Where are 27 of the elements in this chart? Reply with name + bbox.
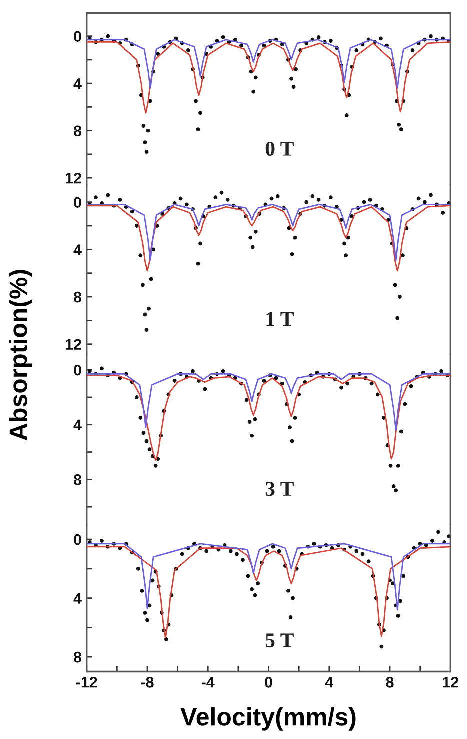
- annotation: 5 T: [266, 634, 294, 648]
- y-tick-label: 0: [74, 197, 82, 208]
- annotation: 1 T: [266, 312, 294, 326]
- y-tick-label: 12: [66, 339, 82, 350]
- y-tick-label: 4: [74, 420, 82, 430]
- annotation: 3 T: [266, 482, 294, 496]
- x-tick-label: 8: [386, 677, 394, 688]
- x-tick-label: -8: [141, 677, 154, 688]
- y-tick-label: 8: [74, 126, 82, 137]
- y-tick-label: 4: [74, 78, 82, 90]
- y-tick-label: 0: [74, 534, 82, 546]
- x-tick-label: 4: [325, 677, 334, 688]
- x-tick-label: -4: [202, 677, 215, 688]
- y-tick-label: 0: [74, 31, 82, 42]
- y-tick-label: 4: [74, 593, 82, 604]
- y-tick-label: 4: [74, 244, 82, 256]
- x-tick-label: 12: [443, 677, 459, 688]
- x-tick-label: -12: [76, 677, 98, 688]
- y-tick-label: 8: [74, 292, 82, 303]
- y-tick-label: 8: [74, 474, 82, 486]
- x-axis-title: Velocity(mm/s): [180, 708, 356, 731]
- y-axis-title: Absorption(%): [8, 270, 32, 440]
- y-tick-label: 12: [66, 172, 82, 184]
- annotation: 0 T: [266, 142, 294, 156]
- x-tick-label: 0: [265, 677, 272, 688]
- y-tick-label: 0: [74, 364, 82, 376]
- y-tick-label: 8: [74, 652, 82, 663]
